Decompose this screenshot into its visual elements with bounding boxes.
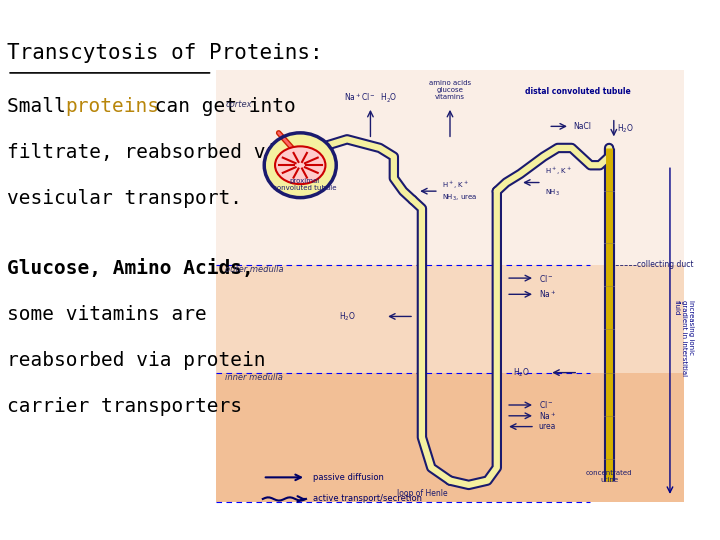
Text: cortex: cortex xyxy=(225,100,252,110)
Text: loop of Henle: loop of Henle xyxy=(397,489,447,498)
Text: H$^+$, K$^+$
NH$_3$, urea: H$^+$, K$^+$ NH$_3$, urea xyxy=(442,180,478,202)
Text: vesicular transport.: vesicular transport. xyxy=(7,189,242,208)
Ellipse shape xyxy=(264,133,336,198)
Text: can get into: can get into xyxy=(143,97,296,116)
Text: Na$^+$Cl$^-$  H$_2$O: Na$^+$Cl$^-$ H$_2$O xyxy=(343,92,397,105)
Text: H$^+$, K$^+$: H$^+$, K$^+$ xyxy=(546,166,572,177)
Text: Small: Small xyxy=(7,97,78,116)
Text: carrier transporters: carrier transporters xyxy=(7,397,242,416)
Text: H$_2$O: H$_2$O xyxy=(339,310,356,323)
Text: collecting duct: collecting duct xyxy=(637,260,693,269)
Text: Na$^+$: Na$^+$ xyxy=(539,288,556,300)
Text: proteins: proteins xyxy=(66,97,160,116)
Text: passive diffusion: passive diffusion xyxy=(313,473,384,482)
FancyBboxPatch shape xyxy=(216,373,684,502)
Text: Glucose, Amino Acids,: Glucose, Amino Acids, xyxy=(7,259,254,278)
Text: Na$^+$: Na$^+$ xyxy=(539,410,556,422)
Text: inner medulla: inner medulla xyxy=(225,373,283,382)
Text: outer medulla: outer medulla xyxy=(225,265,284,274)
Text: Transcytosis of Proteins:: Transcytosis of Proteins: xyxy=(7,43,323,63)
Text: amino acids
glucose
vitamins: amino acids glucose vitamins xyxy=(429,80,471,100)
Text: reabsorbed via protein: reabsorbed via protein xyxy=(7,351,266,370)
Text: proximal
convoluted tubule: proximal convoluted tubule xyxy=(273,178,337,191)
Text: H$_2$O: H$_2$O xyxy=(618,122,634,135)
Text: urea: urea xyxy=(539,422,556,431)
Text: filtrate, reabsorbed via: filtrate, reabsorbed via xyxy=(7,143,289,162)
Text: Cl$^-$: Cl$^-$ xyxy=(539,273,553,284)
Text: distal convoluted tubule: distal convoluted tubule xyxy=(525,87,631,97)
Text: NH$_3$: NH$_3$ xyxy=(546,188,560,198)
Text: H$_2$O: H$_2$O xyxy=(513,366,531,379)
Text: concentrated
urine: concentrated urine xyxy=(586,470,632,483)
Text: NaCl: NaCl xyxy=(574,122,592,131)
Text: active transport/secretion: active transport/secretion xyxy=(313,495,422,503)
Circle shape xyxy=(275,146,325,184)
FancyBboxPatch shape xyxy=(216,70,684,265)
Text: Cl$^-$: Cl$^-$ xyxy=(539,400,553,410)
FancyBboxPatch shape xyxy=(216,265,684,373)
Text: Increasing ionic
gradient in interstitial
fluid: Increasing ionic gradient in interstitia… xyxy=(674,300,693,376)
Text: some vitamins are: some vitamins are xyxy=(7,305,207,324)
